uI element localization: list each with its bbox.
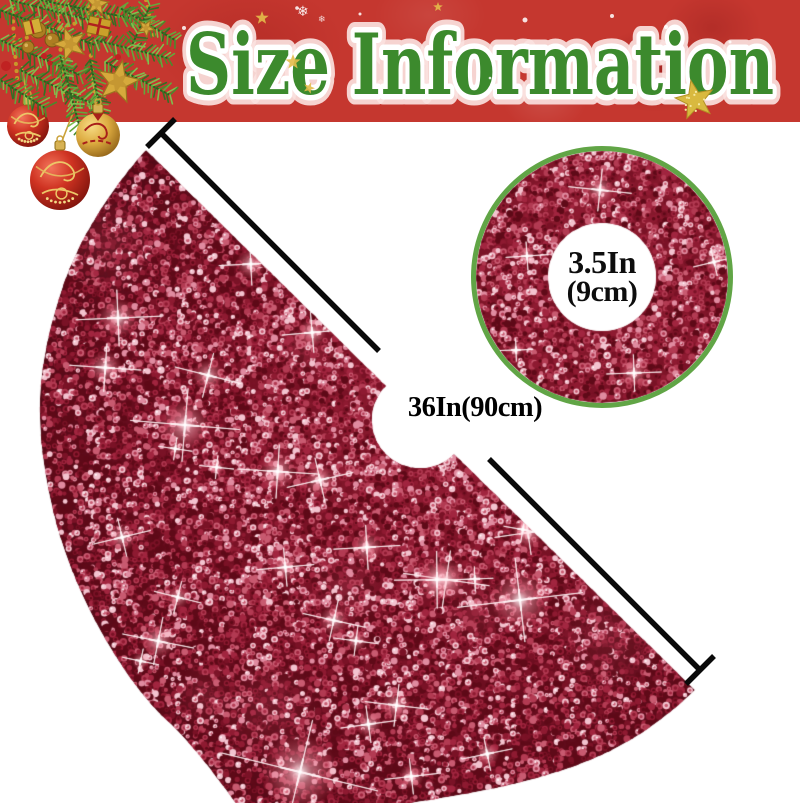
banner-sparkle-decorations: ❄ ❄ (182, 2, 732, 120)
gold-nugget-ornament (21, 40, 35, 54)
gold-star-decoration (285, 54, 301, 69)
snowflake-icon: ❄ (318, 15, 326, 25)
dimension-line-lower (487, 457, 702, 672)
sparkle-dot (664, 25, 668, 29)
snowflake-icon: ❄ (297, 4, 309, 20)
inner-diameter-label: 3.5In (9cm) (522, 244, 682, 308)
dimension-tick-end (684, 654, 716, 686)
berry-decoration (41, 53, 47, 59)
sparkle-dot (728, 40, 732, 44)
berry-decoration (1, 61, 11, 71)
inner-diameter-inches: 3.5In (568, 244, 636, 280)
sparkle-dot (182, 26, 186, 30)
gift-box-ornament (21, 17, 44, 37)
sparkle-dot (522, 17, 528, 23)
inset-circle-border (471, 146, 733, 408)
sparkle-dot (358, 12, 362, 16)
dimension-line-upper (159, 131, 381, 353)
berry-decoration (47, 60, 53, 66)
inner-diameter-cm: (9cm) (566, 275, 638, 308)
diameter-measurement (145, 117, 716, 686)
christmas-ornaments-decoration (0, 0, 182, 210)
gold-star-decoration (304, 82, 315, 94)
sparkle-dot (295, 6, 299, 10)
gold-glitter-star-decoration (673, 78, 714, 120)
gold-star-decoration (433, 2, 443, 11)
gold-star-decoration (255, 11, 269, 24)
sparkle-dot (488, 76, 492, 80)
sparkle-dot (610, 14, 614, 18)
gift-box-ornament (85, 15, 113, 38)
gold-bauble-ornament (76, 98, 120, 157)
berry-decoration (115, 54, 121, 60)
red-bauble-ornament (30, 135, 90, 210)
sparkle-dot (558, 94, 562, 98)
small-ornaments (1, 15, 121, 71)
diameter-label: 36In(90cm) (407, 392, 543, 423)
gold-star-ornaments (51, 0, 157, 104)
